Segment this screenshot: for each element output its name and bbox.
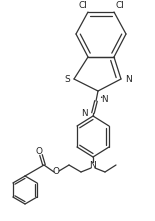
Text: •: • <box>100 95 103 101</box>
Text: O: O <box>35 147 42 156</box>
Text: N: N <box>82 109 88 118</box>
Text: N: N <box>101 95 108 105</box>
Text: N: N <box>126 74 132 84</box>
Text: Cl: Cl <box>116 2 124 11</box>
Text: O: O <box>53 168 60 177</box>
Text: Cl: Cl <box>79 2 87 11</box>
Text: S: S <box>64 76 70 84</box>
Text: N: N <box>90 160 96 170</box>
